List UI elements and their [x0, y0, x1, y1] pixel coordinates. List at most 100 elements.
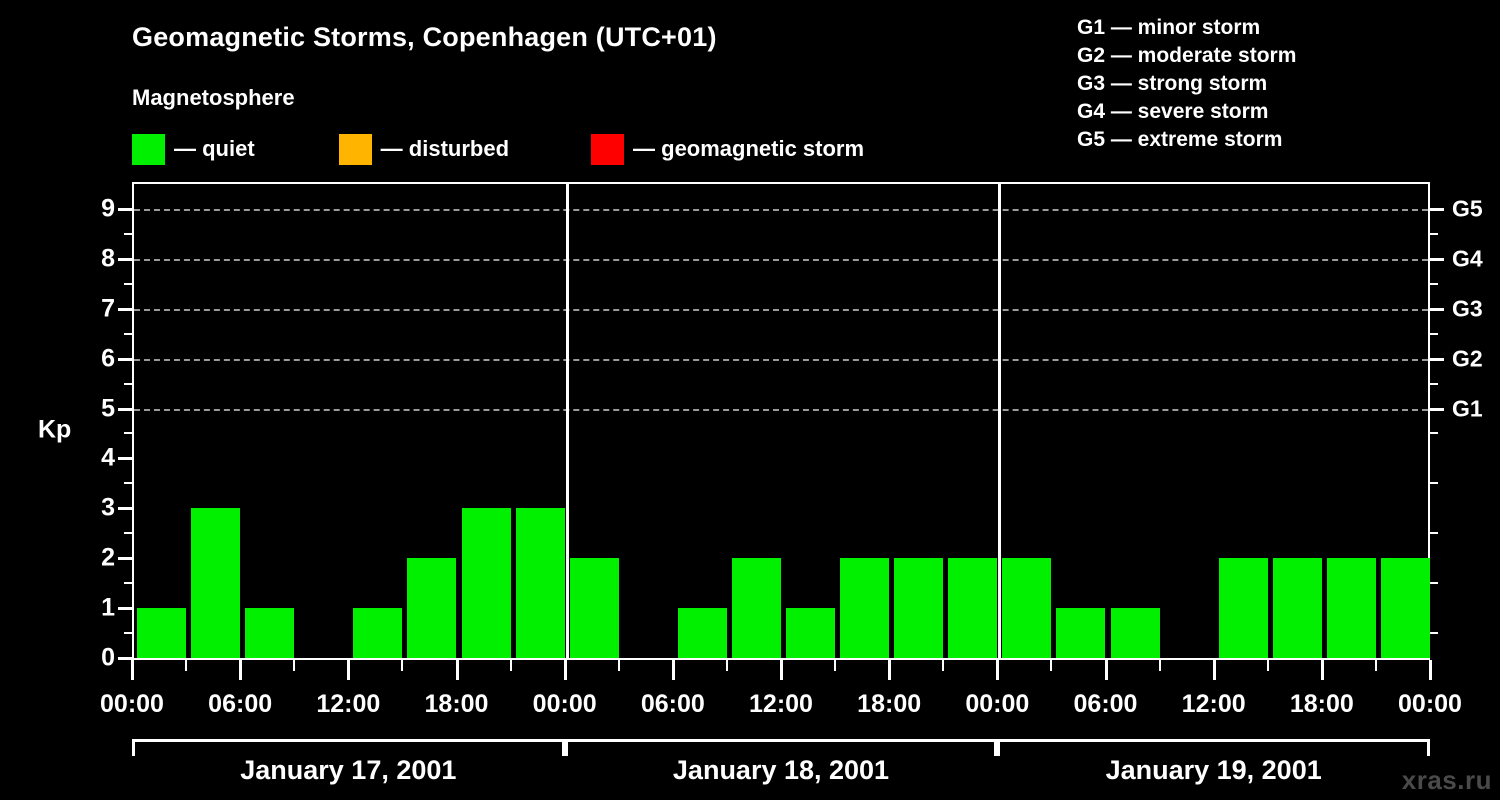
- gridline-kp-7: [134, 308, 1428, 311]
- g-scale-g4: G4 — severe storm: [1077, 100, 1269, 124]
- bar-kp: [137, 608, 187, 658]
- legend-label-disturbed: — disturbed: [380, 136, 510, 161]
- g-scale-g3: G3 — strong storm: [1077, 72, 1268, 96]
- g-scale-g2: G2 — moderate storm: [1077, 44, 1297, 68]
- g-axis-label-G3: G3: [1452, 295, 1483, 322]
- bar-kp: [1002, 558, 1052, 658]
- bar-kp: [786, 608, 836, 658]
- g-scale-g1: G1 — minor storm: [1077, 16, 1261, 39]
- y-tick-3: [118, 507, 132, 511]
- y-tick-label-5: 5: [101, 394, 115, 423]
- y-tick-label-1: 1: [101, 593, 115, 622]
- bar-kp: [731, 558, 781, 658]
- bar-kp: [515, 508, 565, 658]
- gridline-kp-9: [134, 208, 1428, 211]
- y-tick-label-4: 4: [101, 443, 115, 472]
- x-tick-label: 06:00: [1073, 690, 1138, 718]
- y-tick-minor: [124, 532, 132, 535]
- legend-label-quiet: — quiet: [174, 136, 255, 161]
- day-bracket: [564, 739, 998, 756]
- y-tick-5: [118, 407, 132, 411]
- x-tick-label: 18:00: [1289, 690, 1354, 718]
- y-tick-1: [118, 607, 132, 611]
- y-tick-label-6: 6: [101, 344, 115, 373]
- day-bracket: [997, 739, 1430, 756]
- g-axis-label-G5: G5: [1452, 195, 1483, 222]
- x-tick-label: 12:00: [316, 690, 381, 718]
- bar-kp: [1110, 608, 1160, 658]
- day-label: January 17, 2001: [240, 755, 457, 785]
- bar-kp: [1218, 558, 1268, 658]
- bar-kp: [245, 608, 295, 658]
- y-tick-0: [118, 657, 132, 660]
- g-tick-minor: [1430, 432, 1438, 435]
- g-axis-label-G2: G2: [1452, 345, 1483, 372]
- x-tick-minor: [1266, 660, 1269, 671]
- legend-item-storm: — geomagnetic storm: [591, 133, 864, 165]
- y-tick-label-2: 2: [101, 543, 115, 572]
- y-tick-minor: [124, 582, 132, 585]
- x-tick-minor: [509, 660, 512, 671]
- g-tick-G3: [1430, 307, 1444, 311]
- x-tick-label: 00:00: [1398, 690, 1462, 718]
- bar-kp: [1380, 558, 1430, 658]
- x-tick-label: 18:00: [424, 690, 489, 718]
- g-scale-g5: G5 — extreme storm: [1077, 128, 1283, 152]
- y-tick-4: [118, 457, 132, 461]
- g-tick-G1: [1430, 407, 1444, 411]
- g-tick-G2: [1430, 357, 1444, 361]
- color-legend: — quiet — disturbed — geomagnetic storm: [132, 133, 864, 165]
- g-tick-minor: [1430, 382, 1438, 385]
- y-tick-2: [118, 557, 132, 561]
- legend-item-disturbed: — disturbed: [338, 133, 510, 165]
- x-tick-minor: [293, 660, 296, 671]
- x-tick-major: [671, 660, 675, 680]
- g-axis-label-G4: G4: [1452, 245, 1483, 272]
- g-tick-minor: [1430, 532, 1438, 535]
- y-tick-minor: [124, 332, 132, 335]
- bar-kp: [1056, 608, 1106, 658]
- day-label: January 18, 2001: [672, 755, 890, 785]
- page-title: Geomagnetic Storms, Copenhagen (UTC+01): [132, 22, 717, 52]
- g-tick-minor: [1430, 232, 1438, 235]
- bar-kp: [840, 558, 890, 658]
- x-tick-label: 00:00: [100, 690, 164, 718]
- x-tick-minor: [1158, 660, 1161, 671]
- x-tick-major: [455, 660, 459, 680]
- x-tick-major: [996, 660, 1000, 680]
- g-axis-label-G1: G1: [1452, 395, 1483, 422]
- bar-kp: [353, 608, 403, 658]
- y-tick-minor: [124, 382, 132, 385]
- y-tick-label-9: 9: [101, 194, 115, 223]
- y-tick-label-7: 7: [101, 294, 115, 323]
- y-tick-label-8: 8: [101, 244, 115, 273]
- x-tick-major: [780, 660, 783, 680]
- chart-subtitle: Magnetosphere: [132, 85, 295, 110]
- x-tick-minor: [185, 660, 188, 671]
- x-tick-minor: [942, 660, 945, 671]
- day-separator: [565, 184, 569, 658]
- gridline-kp-8: [134, 258, 1428, 261]
- y-tick-label-0: 0: [101, 643, 115, 672]
- bar-kp: [894, 558, 944, 658]
- x-tick-minor: [617, 660, 620, 671]
- g-tick-G4: [1430, 257, 1444, 261]
- day-separator: [998, 184, 1002, 658]
- bar-kp: [1272, 558, 1322, 658]
- x-tick-major: [1212, 660, 1216, 680]
- legend-swatch-geomagnetic-storm: [591, 133, 625, 165]
- g-tick-G5: [1430, 207, 1444, 211]
- watermark: xras.ru: [1401, 765, 1492, 795]
- g-tick-minor: [1430, 282, 1438, 285]
- gridline-kp-6: [134, 358, 1428, 361]
- legend-swatch-quiet: [132, 133, 165, 165]
- x-tick-minor: [834, 660, 837, 671]
- x-tick-major: [888, 660, 892, 680]
- legend-item-quiet: — quiet: [132, 133, 255, 165]
- bar-kp: [677, 608, 727, 658]
- y-axis-title: Kp: [38, 415, 72, 444]
- storm-scale-legend: G1 — minor storm G2 — moderate storm G3 …: [1077, 14, 1296, 154]
- bar-kp: [569, 558, 619, 658]
- x-tick-label: 12:00: [749, 690, 813, 718]
- x-tick-minor: [1050, 660, 1053, 671]
